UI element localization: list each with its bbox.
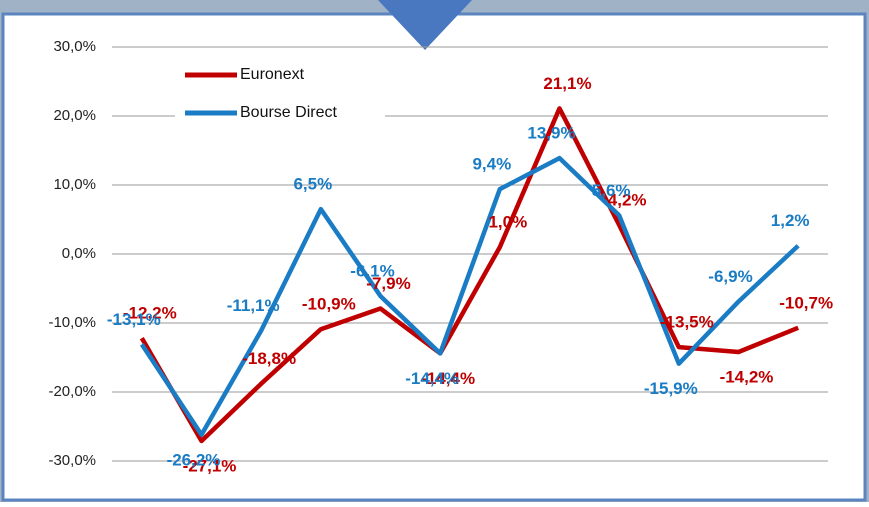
value-label: -15,9% — [644, 379, 698, 398]
value-label: -7,9% — [366, 274, 410, 293]
value-label: -6,9% — [708, 267, 752, 286]
value-label: -27,1% — [183, 456, 237, 475]
value-label: -6,1% — [350, 262, 394, 281]
value-label: -18,8% — [242, 349, 296, 368]
value-label: 6,5% — [293, 175, 332, 194]
value-label: -13,5% — [660, 313, 714, 332]
value-label: 1,0% — [488, 213, 527, 232]
series-line — [139, 155, 800, 438]
value-label: 21,1% — [543, 74, 591, 93]
legend-label: Bourse Direct — [240, 104, 337, 121]
y-tick-label: 10,0% — [53, 176, 96, 193]
y-tick-label: 0,0% — [62, 245, 96, 262]
panel — [1, 12, 867, 502]
value-label: -10,9% — [302, 295, 356, 314]
arrow — [378, 0, 472, 50]
series-line — [139, 106, 800, 444]
y-tick-label: -30,0% — [48, 452, 96, 469]
value-label: 9,4% — [472, 155, 511, 174]
value-label: -14,4% — [421, 369, 475, 388]
y-tick-label: 20,0% — [53, 107, 96, 124]
value-label: -26,2% — [167, 450, 221, 469]
y-tick-label: 30,0% — [53, 38, 96, 55]
value-label: -12,2% — [123, 304, 177, 323]
value-label: 5,6% — [592, 181, 631, 200]
value-label: -14,2% — [720, 367, 774, 386]
value-label: 1,2% — [771, 211, 810, 230]
value-label: 13,9% — [527, 124, 575, 143]
value-label: -11,1% — [227, 296, 280, 315]
legend-label: Euronext — [240, 66, 305, 83]
value-label: -14,4% — [405, 369, 459, 388]
y-tick-label: -10,0% — [48, 314, 96, 331]
value-label: 4,2% — [608, 191, 647, 210]
y-tick-label: -20,0% — [48, 383, 96, 400]
value-label: -13,1% — [107, 310, 161, 329]
value-label: -10,7% — [779, 293, 833, 312]
